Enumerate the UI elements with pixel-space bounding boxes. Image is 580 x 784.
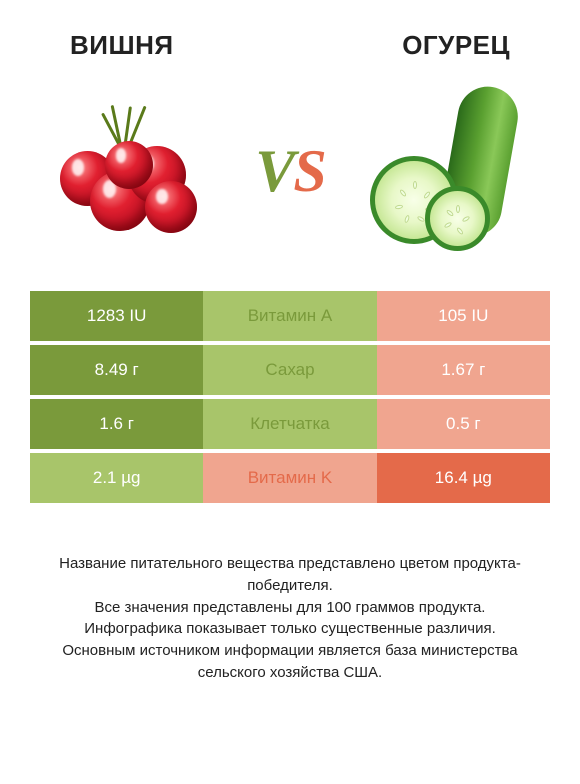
right-value: 105 IU [377,291,550,341]
right-title: ОГУРЕЦ [402,30,510,61]
comparison-table: 1283 IUВитамин A105 IU8.49 гСахар1.67 г1… [30,291,550,503]
left-value: 1.6 г [30,399,203,449]
table-row: 8.49 гСахар1.67 г [30,345,550,395]
left-value: 2.1 µg [30,453,203,503]
left-value: 1283 IU [30,291,203,341]
nutrient-label: Клетчатка [203,399,376,449]
footnote-line: Инфографика показывает только существенн… [40,618,540,640]
right-value: 0.5 г [377,399,550,449]
vs-s: S [293,138,324,204]
vs-label: VS [255,137,324,206]
nutrient-label: Витамин K [203,453,376,503]
vs-v: V [255,138,293,204]
images-row: VS [0,71,580,291]
header: ВИШНЯ ОГУРЕЦ [0,0,580,71]
cucumber-image [370,86,540,256]
table-row: 2.1 µgВитамин K16.4 µg [30,453,550,503]
footnote-line: Название питательного вещества представл… [40,553,540,597]
table-row: 1283 IUВитамин A105 IU [30,291,550,341]
right-value: 1.67 г [377,345,550,395]
nutrient-label: Сахар [203,345,376,395]
footnotes: Название питательного вещества представл… [0,553,580,684]
left-value: 8.49 г [30,345,203,395]
cherry-image [40,86,210,256]
nutrient-label: Витамин A [203,291,376,341]
left-title: ВИШНЯ [70,30,174,61]
footnote-line: Основным источником информации является … [40,640,540,684]
right-value: 16.4 µg [377,453,550,503]
footnote-line: Все значения представлены для 100 граммо… [40,597,540,619]
table-row: 1.6 гКлетчатка0.5 г [30,399,550,449]
